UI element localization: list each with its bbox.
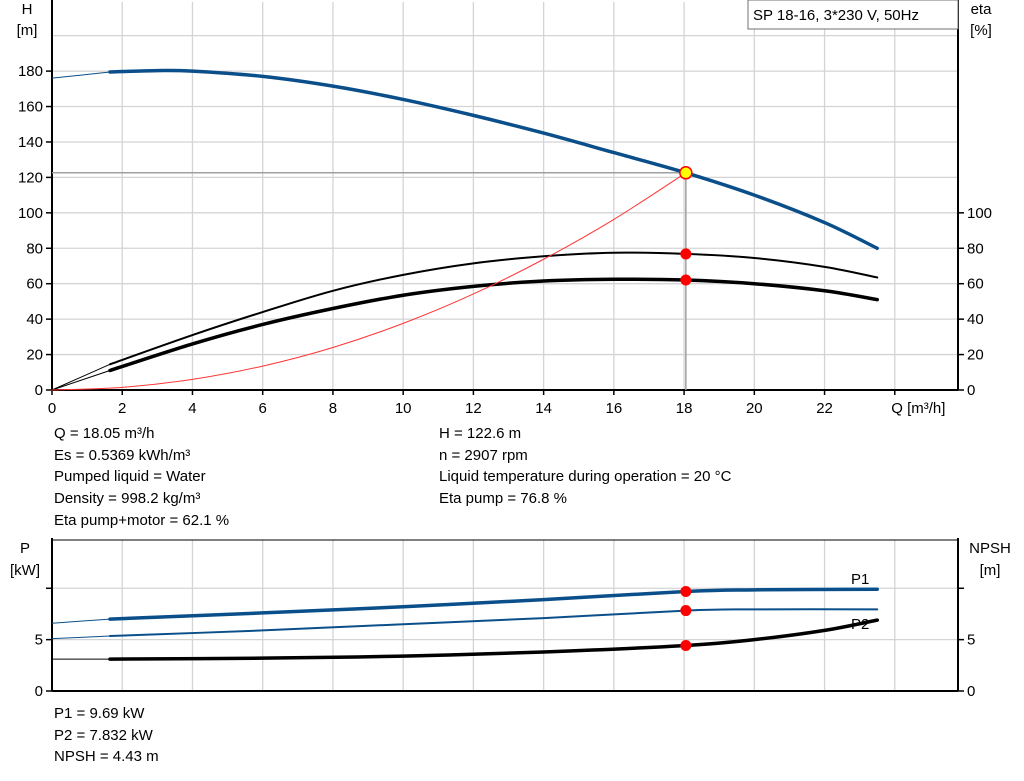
eta-pump-curve-extension [51, 363, 111, 391]
p1-curve-extension [51, 618, 110, 624]
info-h: H = 122.6 m [439, 425, 522, 442]
info-temp: Liquid temperature during operation = 20… [439, 468, 732, 486]
x-tick-label: 14 [535, 400, 552, 417]
x-tick-label: 4 [188, 400, 196, 417]
p1-curve [108, 587, 879, 621]
p2-curve-label: P2 [851, 616, 869, 633]
eta-pump-curve [108, 251, 879, 366]
y-tick-label-left: 160 [18, 99, 43, 116]
info-liquid: Pumped liquid = Water [54, 468, 206, 486]
info-npsh: NPSH = 4.43 m [54, 748, 159, 766]
x-tick-label: 6 [259, 400, 267, 417]
y-tick-label-right: 0 [967, 683, 975, 700]
y-tick-label-left: 120 [18, 169, 43, 186]
p2-curve-extension [51, 635, 110, 640]
y-tick-label-right: 5 [967, 632, 975, 649]
x-tick-label: 20 [746, 400, 763, 417]
y-tick-label-left: 100 [18, 205, 43, 222]
chart-title: SP 18-16, 3*230 V, 50Hz [753, 7, 919, 24]
h-curve [108, 68, 879, 251]
y-tick-label-right: 80 [967, 240, 984, 257]
info-p1: P1 = 9.69 kW [54, 705, 145, 722]
x-tick-label: 18 [676, 400, 693, 417]
eta-total-curve-extension [51, 370, 111, 391]
info-eta-pump: Eta pump = 76.8 % [439, 490, 567, 508]
p1-curve-label: P1 [851, 571, 869, 588]
y-tick-label-left: 0 [35, 382, 43, 399]
x-tick-label: 10 [395, 400, 412, 417]
npsh-duty-marker [680, 639, 692, 651]
x-tick-label: 2 [118, 400, 126, 417]
info-p2: P2 = 7.832 kW [54, 726, 153, 744]
y-tick-label-left: 40 [26, 311, 43, 328]
duty-point-marker [679, 166, 693, 180]
x-axis-label: Q [m³/h] [891, 400, 945, 417]
y-tick-label-left: 0 [35, 683, 43, 700]
info-top-right: H = 122.6 m n = 2907 rpm Liquid temperat… [439, 423, 731, 510]
y-tick-label-left: 180 [18, 63, 43, 80]
eta-total-duty-marker [680, 274, 692, 286]
x-tick-label: 16 [606, 400, 623, 417]
y-axis-label-right: NPSH [969, 540, 1011, 557]
y-axis-unit-left: [m] [17, 22, 38, 39]
y-tick-label-right: 20 [967, 347, 984, 364]
y-tick-label-right: 100 [967, 205, 992, 222]
x-tick-label: 0 [48, 400, 56, 417]
y-axis-unit-right: [m] [980, 562, 1001, 579]
y-tick-label-right: 0 [967, 382, 975, 399]
y-tick-label-left: 80 [26, 240, 43, 257]
info-density: Density = 998.2 kg/m³ [54, 490, 201, 508]
y-axis-label-left: H [22, 1, 33, 18]
y-tick-label-left: 20 [26, 347, 43, 364]
y-tick-label-left: 60 [26, 276, 43, 293]
y-tick-label-left: 140 [18, 134, 43, 151]
eta-total-curve [108, 277, 879, 373]
x-tick-label: 12 [465, 400, 482, 417]
info-es: Es = 0.5369 kWh/m³ [54, 446, 191, 464]
y-axis-unit-left: [kW] [10, 562, 40, 579]
y-tick-label-left: 5 [35, 632, 43, 649]
info-top-left: Q = 18.05 m³/h Es = 0.5369 kWh/m³ Pumped… [54, 423, 229, 532]
p2-duty-marker [680, 605, 692, 617]
info-n: n = 2907 rpm [439, 446, 528, 464]
eta-pump-duty-marker [680, 248, 692, 260]
p2-curve [108, 608, 879, 638]
x-tick-label: 8 [329, 400, 337, 417]
info-q: Q = 18.05 m³/h [54, 425, 155, 442]
y-axis-label-right: eta [971, 1, 993, 18]
system-curve-curve [51, 172, 687, 391]
y-tick-label-right: 60 [967, 276, 984, 293]
x-tick-label: 22 [816, 400, 833, 417]
title-box [747, 0, 959, 30]
npsh-curve [108, 618, 879, 661]
info-bottom: P1 = 9.69 kW P2 = 7.832 kW NPSH = 4.43 m [54, 703, 159, 768]
y-tick-label-right: 40 [967, 311, 984, 328]
y-axis-label-left: P [20, 540, 30, 557]
info-eta-total: Eta pump+motor = 62.1 % [54, 511, 230, 529]
y-axis-unit-right: [%] [970, 22, 992, 39]
h-curve-extension [51, 71, 110, 79]
p1-duty-marker [680, 585, 692, 597]
